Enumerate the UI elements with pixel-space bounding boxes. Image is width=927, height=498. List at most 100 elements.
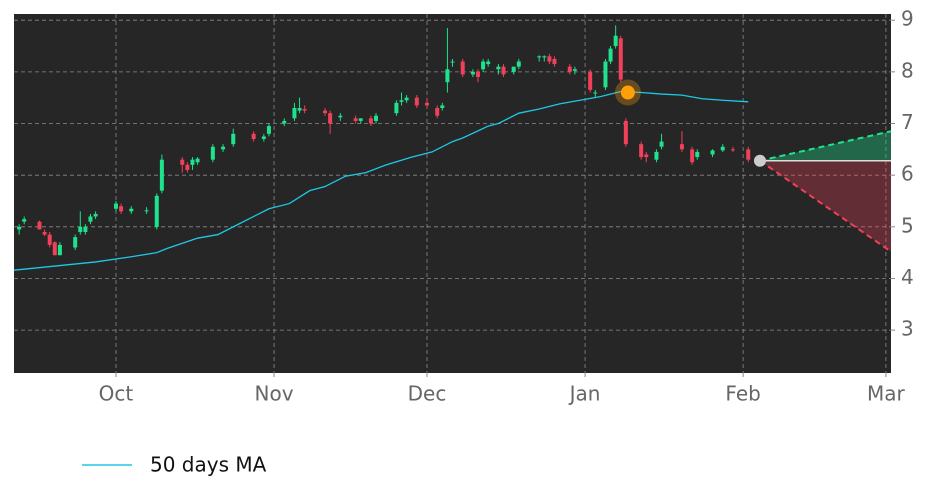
candle-body: [481, 61, 486, 70]
candle-body: [730, 149, 735, 151]
y-tick-label: 5: [901, 213, 914, 237]
y-tick-label: 6: [901, 162, 914, 186]
forecast-upper: [759, 130, 892, 162]
candle-body: [88, 216, 93, 222]
y-tick-label: 3: [901, 317, 914, 341]
candle-body: [710, 150, 715, 155]
candle-body: [414, 97, 419, 106]
candle-body: [404, 97, 409, 101]
candle-body: [17, 226, 22, 230]
x-tick-label: Nov: [255, 382, 294, 406]
candle-body: [180, 159, 185, 165]
candle-body: [73, 237, 78, 248]
candle-body: [374, 115, 379, 121]
x-tick-label: Mar: [867, 382, 906, 406]
candle-body: [144, 210, 149, 212]
candle-body: [496, 66, 501, 70]
candle-body: [328, 113, 333, 124]
candle-body: [261, 136, 266, 140]
candle-body: [501, 66, 506, 75]
candle-body: [608, 48, 613, 62]
candle-body: [113, 203, 118, 209]
candle-body: [231, 133, 236, 145]
candle-body: [251, 133, 256, 140]
candle-body: [78, 226, 83, 232]
candle-body: [547, 56, 552, 62]
candle-body: [720, 146, 725, 151]
candle-body: [266, 126, 271, 134]
candle-body: [323, 110, 328, 114]
candle-body: [593, 92, 598, 94]
candle-body: [445, 69, 450, 83]
forecast-lower: [759, 159, 892, 253]
candle-body: [42, 231, 47, 235]
candle-body: [567, 66, 572, 72]
candle-body: [37, 221, 42, 230]
candle-body: [639, 144, 644, 158]
x-tick-label: Dec: [408, 382, 447, 406]
candle-body: [552, 58, 557, 65]
candle-body: [572, 69, 577, 71]
candle-body: [22, 219, 27, 222]
candle-body: [516, 61, 521, 67]
candle-body: [47, 234, 52, 245]
forecast-down-area: [759, 160, 891, 252]
plot-area: [14, 14, 891, 373]
candle-body: [654, 151, 659, 160]
candle-body: [159, 159, 164, 191]
candle-body: [195, 158, 200, 163]
legend-label: 50 days MA: [150, 453, 267, 477]
candle-body: [542, 56, 547, 58]
candle-body: [435, 108, 440, 116]
candle-body: [353, 118, 358, 121]
candle-body: [358, 118, 363, 121]
highlight-marker: [620, 85, 635, 100]
candle-body: [83, 226, 88, 232]
x-tick-label: Oct: [99, 382, 134, 406]
y-tick-label: 7: [901, 110, 914, 134]
candle-body: [221, 146, 226, 150]
candle-body: [623, 120, 628, 145]
candle-body: [129, 208, 134, 212]
candle-body: [695, 151, 700, 158]
x-tick-label: Jan: [568, 382, 601, 406]
candle-body: [93, 213, 98, 217]
candle-body: [588, 71, 593, 90]
y-tick-label: 9: [901, 7, 914, 31]
candle-body: [613, 35, 618, 47]
y-tick-label: 4: [901, 265, 914, 289]
candle-body: [537, 56, 542, 58]
candle-body: [450, 61, 455, 63]
plot: Oct Nov Dec Jan Feb Mar 3 4 5 6 7 8 9: [13, 7, 914, 406]
y-tick-label: 8: [901, 58, 914, 82]
candle-body: [511, 66, 516, 72]
candle-body: [119, 206, 124, 212]
candle-body: [292, 108, 297, 119]
candle-body: [470, 71, 475, 75]
candle-body: [486, 61, 491, 65]
candle-body: [399, 100, 404, 102]
candle-body: [297, 108, 302, 111]
candle-body: [644, 154, 649, 158]
candle-body: [190, 159, 195, 165]
candle-body: [746, 149, 751, 160]
candle-body: [185, 164, 190, 170]
candle-body: [210, 146, 215, 160]
candle-body: [302, 109, 307, 111]
forecast-start-marker: [753, 154, 766, 167]
candle-body: [679, 144, 684, 150]
candle-body: [282, 120, 287, 124]
candle-body: [338, 115, 343, 118]
candle-body: [475, 71, 480, 78]
candle-body: [394, 102, 399, 114]
x-tick-label: Feb: [725, 382, 760, 406]
candle-body: [460, 61, 465, 75]
candle-body: [618, 38, 623, 80]
candle-body: [52, 242, 57, 256]
candle-body: [425, 102, 430, 106]
candle-body: [603, 61, 608, 88]
candle-body: [659, 141, 664, 147]
candle-body: [690, 149, 695, 163]
